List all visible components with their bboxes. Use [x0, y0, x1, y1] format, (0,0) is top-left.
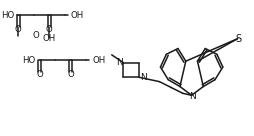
Text: O: O — [32, 31, 39, 40]
Text: O: O — [67, 70, 74, 79]
Text: OH: OH — [43, 34, 56, 43]
Text: OH: OH — [71, 11, 84, 20]
Text: HO: HO — [1, 11, 14, 20]
Text: O: O — [36, 70, 43, 79]
Text: N: N — [140, 73, 147, 82]
Text: HO: HO — [22, 56, 36, 65]
Text: O: O — [15, 25, 22, 35]
Text: O: O — [46, 25, 53, 35]
Text: S: S — [235, 34, 242, 44]
Text: N: N — [189, 92, 196, 101]
Text: N: N — [116, 58, 122, 67]
Text: OH: OH — [92, 56, 105, 65]
